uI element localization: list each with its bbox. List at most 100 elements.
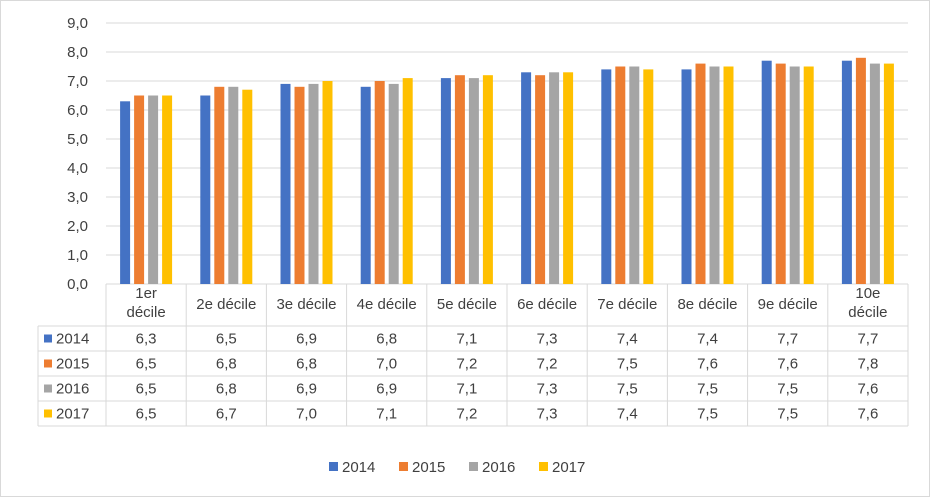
bar — [294, 86, 305, 284]
y-tick-label: 4,0 — [67, 160, 88, 177]
table-value: 6,3 — [136, 331, 157, 348]
bar — [360, 86, 371, 284]
bar — [563, 72, 574, 284]
table-value: 7,5 — [617, 381, 638, 398]
category-label: 10e — [855, 285, 880, 302]
table-value: 7,5 — [697, 381, 718, 398]
table-value: 6,8 — [296, 356, 317, 373]
bar — [440, 78, 451, 284]
table-value: 7,5 — [777, 406, 798, 423]
bar — [454, 75, 465, 284]
table-value: 7,3 — [537, 381, 558, 398]
table-value: 6,5 — [136, 356, 157, 373]
bar — [374, 81, 385, 284]
bar — [280, 83, 291, 285]
table-value: 7,2 — [456, 406, 477, 423]
series-name-label: 2014 — [56, 331, 89, 348]
y-tick-label: 2,0 — [67, 218, 88, 235]
category-label: 4e décile — [357, 296, 417, 313]
bar — [789, 66, 800, 284]
table-value: 7,6 — [777, 356, 798, 373]
y-tick-label: 0,0 — [67, 276, 88, 293]
table-value: 7,6 — [857, 406, 878, 423]
y-tick-label: 1,0 — [67, 247, 88, 264]
bar — [615, 66, 626, 284]
legend-marker — [399, 462, 408, 471]
y-tick-label: 9,0 — [67, 15, 88, 32]
table-value: 7,5 — [777, 381, 798, 398]
table-value: 7,5 — [617, 356, 638, 373]
bar — [148, 95, 159, 284]
bar — [869, 63, 880, 284]
table-value: 7,1 — [456, 381, 477, 398]
bar — [322, 81, 333, 284]
y-tick-label: 7,0 — [67, 73, 88, 90]
bar — [214, 86, 225, 284]
y-tick-label: 3,0 — [67, 189, 88, 206]
series-key-marker — [44, 384, 52, 393]
bar — [841, 60, 852, 285]
legend-label: 2015 — [412, 459, 445, 476]
legend-marker — [329, 462, 338, 471]
bar — [643, 69, 654, 285]
table-value: 7,2 — [456, 356, 477, 373]
series-name-label: 2016 — [56, 381, 89, 398]
data-table: 1er décile 2e décile 3e décile 4e décile 5e d… — [37, 284, 909, 427]
bar — [535, 75, 546, 284]
table-value: 7,3 — [537, 406, 558, 423]
series-name-label: 2015 — [56, 356, 89, 373]
legend: 2014 2015 2016 2017 — [329, 459, 585, 476]
table-value: 7,8 — [857, 356, 878, 373]
category-label: 5e décile — [437, 296, 497, 313]
category-label: décile — [848, 304, 887, 321]
legend-label: 2014 — [342, 459, 375, 476]
bar — [521, 72, 532, 284]
bar — [775, 63, 786, 284]
table-value: 6,5 — [216, 331, 237, 348]
table-value: 7,0 — [296, 406, 317, 423]
bar — [855, 57, 866, 284]
table-value: 7,4 — [617, 331, 638, 348]
legend-marker — [469, 462, 478, 471]
legend-label: 2017 — [552, 459, 585, 476]
category-label: 1er — [135, 285, 157, 302]
bar — [308, 83, 319, 285]
series-key-marker — [44, 359, 52, 368]
table-value: 7,7 — [857, 331, 878, 348]
table-value: 7,3 — [537, 331, 558, 348]
category-label: décile — [126, 304, 165, 321]
table-value: 6,8 — [216, 381, 237, 398]
table-value: 7,0 — [376, 356, 397, 373]
y-tick-label: 6,0 — [67, 102, 88, 119]
bars — [120, 57, 894, 285]
bar — [883, 63, 894, 284]
legend-label: 2016 — [482, 459, 515, 476]
bar — [468, 78, 479, 284]
bar — [242, 89, 253, 284]
bar — [134, 95, 145, 284]
table-value: 7,1 — [376, 406, 397, 423]
table-value: 6,8 — [216, 356, 237, 373]
table-value: 7,4 — [617, 406, 638, 423]
y-tick-label: 5,0 — [67, 131, 88, 148]
table-value: 7,6 — [857, 381, 878, 398]
bar — [228, 86, 239, 284]
bar — [803, 66, 814, 284]
table-value: 7,5 — [697, 406, 718, 423]
table-value: 7,4 — [697, 331, 718, 348]
bar — [723, 66, 734, 284]
category-label: 8e décile — [677, 296, 737, 313]
category-label: 9e décile — [758, 296, 818, 313]
bar — [681, 69, 692, 285]
series-key-marker — [44, 334, 52, 343]
bar — [162, 95, 173, 284]
table-value: 6,5 — [136, 381, 157, 398]
bar — [601, 69, 612, 285]
table-value: 7,7 — [777, 331, 798, 348]
bar — [402, 78, 413, 284]
table-value: 7,2 — [537, 356, 558, 373]
table-value: 7,6 — [697, 356, 718, 373]
table-value: 6,8 — [376, 331, 397, 348]
bar — [709, 66, 720, 284]
